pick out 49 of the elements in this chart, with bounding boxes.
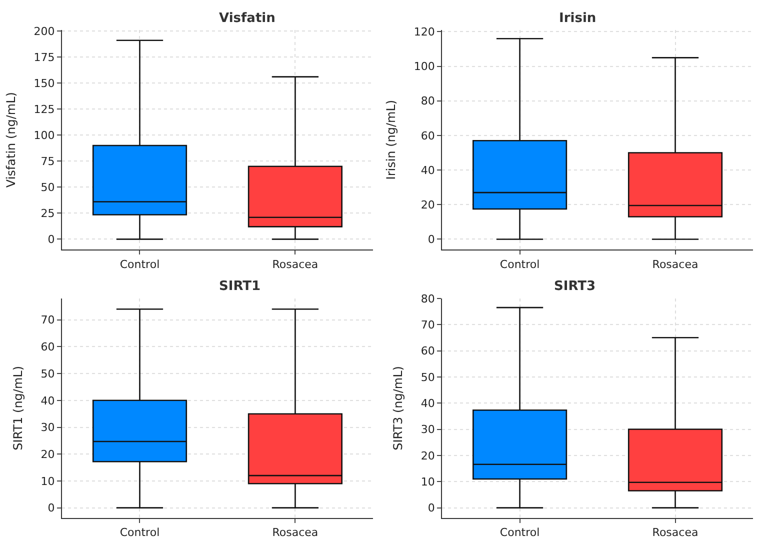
y-axis-title: Visfatin (ng/mL) [4, 92, 18, 188]
y-axis-title: Irisin (ng/mL) [384, 100, 398, 180]
y-tick-label: 60 [420, 129, 435, 142]
y-tick-label: 10 [420, 475, 435, 488]
y-tick-label: 40 [420, 396, 435, 410]
y-tick-label: 80 [420, 292, 435, 306]
x-tick-label: Rosacea [272, 258, 318, 271]
chart-title: SIRT3 [554, 279, 596, 294]
y-tick-label: 0 [48, 502, 55, 515]
x-tick-label: Rosacea [652, 526, 698, 540]
y-tick-label: 20 [40, 448, 55, 461]
y-tick-label: 10 [40, 474, 55, 488]
y-tick-label: 100 [34, 128, 55, 142]
y-tick-label: 30 [40, 421, 55, 434]
y-tick-label: 70 [40, 314, 55, 327]
y-tick-label: 50 [40, 367, 55, 380]
chart-title: Irisin [559, 11, 596, 26]
y-tick-label: 175 [34, 50, 55, 64]
y-tick-label: 0 [428, 233, 435, 246]
x-tick-label: Control [120, 258, 160, 271]
x-tick-label: Rosacea [652, 258, 698, 271]
y-tick-label: 50 [420, 370, 435, 384]
y-tick-label: 120 [414, 26, 435, 39]
y-tick-label: 200 [34, 24, 55, 38]
y-tick-label: 100 [414, 60, 435, 74]
y-axis-title: SIRT1 (ng/mL) [11, 366, 26, 450]
chart-title: Visfatin [219, 11, 276, 26]
y-tick-label: 150 [34, 76, 55, 90]
x-tick-label: Control [120, 526, 160, 540]
y-tick-label: 20 [420, 449, 435, 462]
y-tick-label: 60 [420, 344, 435, 358]
y-tick-label: 0 [428, 502, 435, 515]
chart-title: SIRT1 [219, 279, 261, 294]
y-tick-label: 60 [40, 340, 55, 354]
y-tick-label: 25 [40, 207, 55, 220]
y-tick-label: 30 [420, 423, 435, 436]
y-tick-label: 125 [34, 102, 55, 116]
y-tick-label: 20 [420, 198, 435, 212]
y-tick-label: 80 [420, 94, 435, 108]
y-tick-label: 0 [48, 233, 55, 246]
x-tick-label: Control [500, 258, 540, 271]
y-tick-label: 50 [40, 181, 55, 194]
y-tick-label: 75 [40, 154, 55, 168]
y-tick-label: 70 [420, 318, 435, 332]
y-axis-title: SIRT3 (ng/mL) [391, 366, 406, 450]
x-tick-label: Control [500, 526, 540, 540]
x-tick-label: Rosacea [272, 526, 318, 540]
y-tick-label: 40 [40, 394, 55, 408]
y-tick-label: 40 [420, 164, 435, 177]
